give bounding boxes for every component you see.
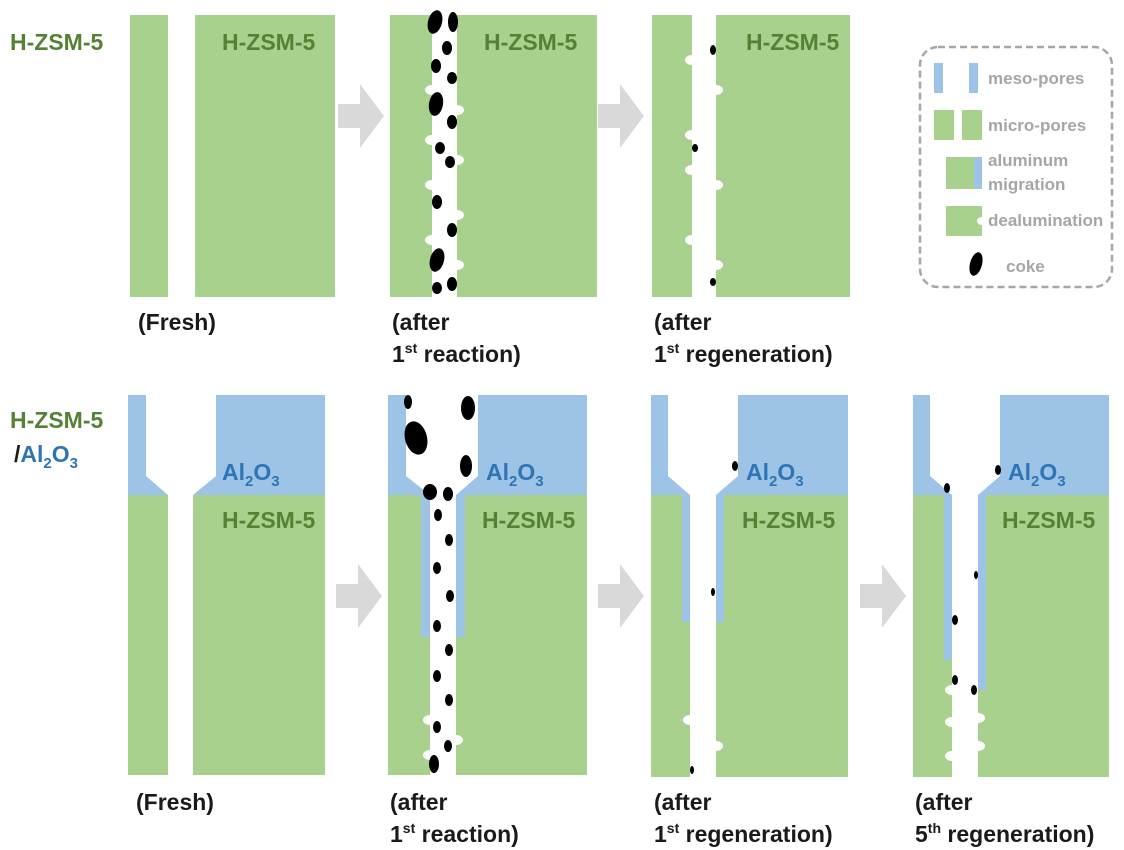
legend-item-meso-pores: meso-pores — [934, 63, 1084, 93]
svg-text:micro-pores: micro-pores — [988, 116, 1086, 135]
svg-text:meso-pores: meso-pores — [988, 69, 1084, 88]
block-label-alumina: Al2O3 — [486, 459, 544, 490]
aluminum-migration — [944, 495, 952, 660]
arrow-right-icon — [336, 564, 382, 628]
row2-panel-after-regeneration: Al2O3 H-ZSM-5 (after 1st regeneration) — [651, 395, 848, 847]
caption-after-regeneration: (after — [654, 789, 712, 815]
zeolite-left-wall — [390, 15, 432, 297]
legend-item-dealumination: dealumination — [946, 206, 1103, 236]
zeolite-right-block — [195, 15, 335, 297]
block-label-zeolite: H-ZSM-5 — [222, 29, 315, 55]
legend: meso-pores micro-pores aluminum migratio… — [918, 45, 1114, 289]
aluminum-migration — [682, 495, 690, 622]
block-label-zeolite: H-ZSM-5 — [746, 29, 839, 55]
dealumination-notches — [685, 55, 723, 270]
svg-text:dealumination: dealumination — [988, 211, 1103, 230]
coke-deposits — [692, 45, 716, 286]
caption-after-regeneration: (after — [654, 309, 712, 335]
aluminum-migration — [978, 495, 986, 690]
caption-after-regeneration-line2: 1st regeneration) — [654, 340, 833, 367]
block-label-zeolite: H-ZSM-5 — [742, 507, 835, 533]
arrow-right-icon — [338, 84, 384, 148]
svg-text:aluminum: aluminum — [988, 151, 1068, 170]
arrow-right-icon — [860, 564, 906, 628]
aluminum-migration — [716, 495, 724, 622]
pore-channel — [146, 395, 216, 775]
caption-after-reaction: (after — [390, 789, 448, 815]
block-label-alumina: Al2O3 — [1008, 459, 1066, 490]
caption-after-reaction-line2: 1st reaction) — [392, 340, 521, 367]
row1-sample-label: H-ZSM-5 — [10, 29, 103, 55]
caption-after-regeneration-line2: 1st regeneration) — [654, 820, 833, 847]
coke-deposits — [427, 10, 458, 294]
legend-item-micro-pores: micro-pores — [934, 110, 1086, 140]
dealumination-notches — [423, 715, 463, 760]
block-label-zeolite: H-ZSM-5 — [482, 507, 575, 533]
dealumination-notches — [945, 685, 985, 761]
caption-fresh: (Fresh) — [136, 789, 214, 815]
zeolite-left-wall — [652, 15, 692, 297]
row2-sample-label: H-ZSM-5 — [10, 407, 103, 433]
coke-deposits — [690, 461, 738, 774]
arrow-right-icon — [598, 84, 644, 148]
caption-fresh: (Fresh) — [138, 309, 216, 335]
zeolite-layer — [913, 495, 1109, 777]
pore-channel — [668, 395, 738, 777]
zeolite-right-block — [716, 15, 850, 297]
legend-item-aluminum-migration: aluminum migration — [946, 151, 1068, 194]
svg-text:coke: coke — [1006, 257, 1045, 276]
row2-sample-label-alumina: /Al2O3 — [14, 441, 78, 472]
legend-item-coke: coke — [969, 252, 1045, 276]
aluminum-migration — [456, 495, 465, 637]
legend-border — [918, 45, 1114, 289]
zeolite-layer — [128, 495, 325, 775]
zeolite-left-wall — [130, 15, 168, 297]
block-label-alumina: Al2O3 — [222, 459, 280, 490]
caption-after-5th-regeneration: (after — [915, 789, 973, 815]
block-label-zeolite: H-ZSM-5 — [1002, 507, 1095, 533]
caption-after-reaction: (after — [392, 309, 450, 335]
zeolite-layer — [388, 495, 587, 775]
caption-after-5th-regeneration-line2: 5th regeneration) — [915, 820, 1094, 847]
coke-deposits — [944, 465, 1001, 695]
block-label-zeolite: H-ZSM-5 — [222, 507, 315, 533]
caption-after-reaction-line2: 1st reaction) — [390, 820, 519, 847]
svg-text:migration: migration — [988, 175, 1065, 194]
arrow-right-icon — [598, 564, 644, 628]
coke-deposits — [404, 395, 475, 773]
row2-panel-after-5th-regeneration: Al2O3 H-ZSM-5 (after 5th regeneration) — [913, 395, 1109, 847]
block-label-zeolite: H-ZSM-5 — [484, 29, 577, 55]
block-label-alumina: Al2O3 — [746, 459, 804, 490]
row2-panel-after-reaction: Al2O3 H-ZSM-5 (after 1st reaction) — [388, 395, 587, 847]
row1-panel-fresh: H-ZSM-5 (Fresh) — [130, 15, 335, 335]
aluminum-migration — [421, 495, 430, 637]
row1-panel-after-reaction: H-ZSM-5 (after 1st reaction) — [390, 10, 597, 367]
row1-panel-after-regeneration: H-ZSM-5 (after 1st regeneration) — [652, 15, 850, 367]
zeolite-layer — [651, 495, 848, 777]
row2-panel-fresh: Al2O3 H-ZSM-5 (Fresh) — [128, 395, 325, 815]
coke-icon — [969, 252, 983, 276]
dealumination-notches — [683, 715, 723, 751]
zeolite-right-block — [457, 15, 597, 297]
dealumination-notches — [425, 85, 464, 270]
